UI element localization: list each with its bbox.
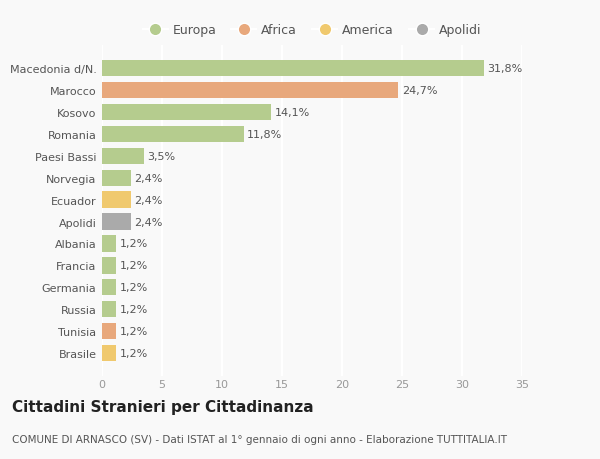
Bar (102, 257, 116, 274)
Bar (102, 192, 131, 208)
Text: 2,4%: 2,4% (134, 174, 163, 183)
Text: 24,7%: 24,7% (402, 86, 437, 96)
Text: 31,8%: 31,8% (487, 64, 523, 74)
Bar (102, 148, 144, 165)
Bar (102, 214, 131, 230)
Text: 3,5%: 3,5% (148, 151, 176, 162)
Bar (102, 345, 116, 361)
Text: 1,2%: 1,2% (120, 261, 148, 271)
Text: 1,2%: 1,2% (120, 348, 148, 358)
Text: COMUNE DI ARNASCO (SV) - Dati ISTAT al 1° gennaio di ogni anno - Elaborazione TU: COMUNE DI ARNASCO (SV) - Dati ISTAT al 1… (12, 434, 507, 444)
Text: Cittadini Stranieri per Cittadinanza: Cittadini Stranieri per Cittadinanza (12, 399, 314, 414)
Text: 1,2%: 1,2% (120, 239, 148, 249)
Bar (102, 323, 116, 340)
Bar (102, 61, 484, 77)
Legend: Europa, Africa, America, Apolidi: Europa, Africa, America, Apolidi (137, 19, 487, 42)
Bar (102, 105, 271, 121)
Text: 1,2%: 1,2% (120, 326, 148, 336)
Text: 11,8%: 11,8% (247, 130, 283, 140)
Bar (102, 83, 398, 99)
Bar (102, 280, 116, 296)
Text: 1,2%: 1,2% (120, 283, 148, 292)
Bar (102, 301, 116, 318)
Text: 1,2%: 1,2% (120, 304, 148, 314)
Text: 2,4%: 2,4% (134, 195, 163, 205)
Bar (102, 170, 131, 186)
Bar (102, 236, 116, 252)
Text: 2,4%: 2,4% (134, 217, 163, 227)
Bar (102, 127, 244, 143)
Text: 14,1%: 14,1% (275, 108, 310, 118)
